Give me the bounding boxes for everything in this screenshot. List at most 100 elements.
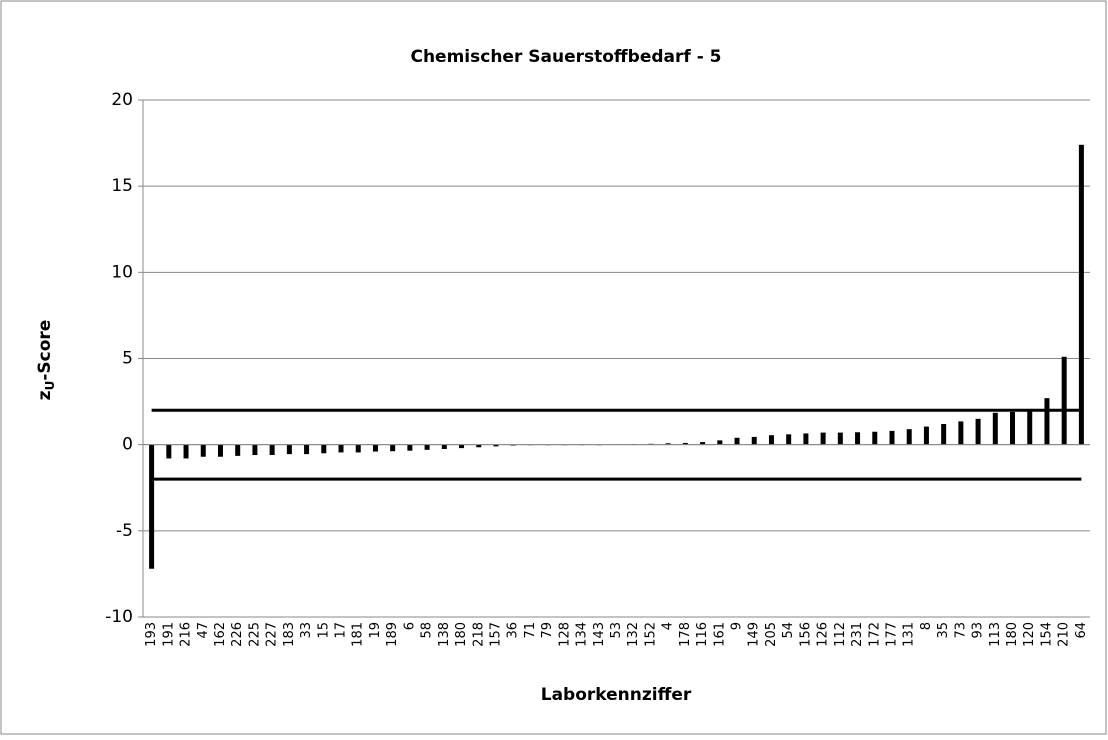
bar (975, 418, 981, 445)
x-tick-label: 35 (936, 622, 951, 639)
bar (717, 440, 723, 445)
x-tick-label: 132 (626, 622, 641, 647)
x-tick-label: 73 (953, 622, 968, 639)
bar (1027, 411, 1033, 445)
bar (252, 444, 258, 456)
bar (1044, 398, 1050, 445)
x-tick-label: 226 (230, 622, 245, 647)
x-tick-label: 156 (798, 622, 813, 647)
x-tick-label: 47 (196, 622, 211, 639)
x-tick-label: 79 (540, 622, 555, 639)
x-tick-label: 36 (506, 622, 521, 639)
x-tick-label: 33 (299, 622, 314, 639)
x-tick-label: 231 (850, 622, 865, 647)
x-tick-label: 126 (816, 622, 831, 647)
bar (390, 444, 396, 452)
x-tick-label: 162 (213, 622, 228, 647)
bar (768, 435, 774, 445)
bar (372, 444, 378, 452)
bar (820, 432, 826, 445)
bar (837, 432, 843, 445)
x-tick-label: 64 (1074, 622, 1089, 639)
y-tick-label: 0 (122, 435, 133, 455)
y-axis-label: zU-Score (35, 320, 57, 401)
x-tick-label: 189 (385, 622, 400, 647)
x-tick-label: 218 (471, 622, 486, 647)
bar (200, 444, 206, 457)
y-tick-label: -10 (105, 607, 133, 627)
x-tick-label: 134 (575, 622, 590, 647)
x-tick-label: 9 (730, 622, 745, 630)
x-tick-label: 19 (368, 622, 383, 639)
x-tick-label: 178 (678, 622, 693, 647)
x-tick-label: 93 (971, 622, 986, 639)
x-tick-label: 58 (420, 622, 435, 639)
y-label-rest: -Score (35, 320, 55, 381)
x-tick-label: 138 (437, 622, 452, 647)
y-tick-label: 5 (122, 349, 133, 369)
x-tick-label: 6 (402, 622, 417, 630)
bar (235, 444, 241, 456)
y-label-main: z (35, 390, 55, 400)
bar (459, 444, 465, 449)
bar (923, 426, 929, 445)
bar (751, 436, 757, 445)
bar (321, 444, 327, 454)
y-tick-label: 10 (111, 262, 133, 282)
x-tick-label: 154 (1039, 622, 1054, 647)
x-tick-label: 216 (179, 622, 194, 647)
x-tick-label: 113 (988, 622, 1003, 647)
bar (424, 444, 430, 450)
bar (665, 443, 671, 445)
chart-title: Chemischer Sauerstoffbedarf - 5 (410, 47, 721, 67)
bar (906, 429, 912, 445)
bar (286, 444, 292, 455)
x-tick-label: 161 (712, 622, 727, 647)
x-tick-label: 15 (316, 622, 331, 639)
bar (304, 444, 310, 455)
bar (786, 434, 792, 445)
x-tick-label: 225 (247, 622, 262, 647)
bar (1010, 411, 1016, 445)
bar (734, 437, 740, 445)
y-tick-label: 20 (111, 90, 133, 110)
x-tick-label: 183 (282, 622, 297, 647)
x-tick-label: 180 (1005, 622, 1020, 647)
x-tick-label: 143 (592, 622, 607, 647)
bar (441, 444, 447, 449)
x-tick-label: 180 (454, 622, 469, 647)
bar (476, 444, 482, 448)
bar (166, 444, 172, 459)
bar (1078, 144, 1084, 445)
bar (889, 430, 895, 445)
bar (941, 423, 947, 445)
x-tick-label: 152 (643, 622, 658, 647)
bar (149, 444, 155, 569)
bar (407, 444, 413, 451)
bar (183, 444, 189, 459)
x-tick-label: 149 (747, 622, 762, 647)
y-tick-label: 15 (111, 176, 133, 196)
bar (269, 444, 275, 456)
x-tick-label: 181 (351, 622, 366, 647)
x-tick-label: 227 (265, 622, 280, 647)
x-axis-label: Laborkennziffer (541, 685, 692, 705)
bar (803, 433, 809, 445)
y-tick-label: -5 (116, 521, 133, 541)
x-tick-label: 205 (764, 622, 779, 647)
bar (992, 412, 998, 445)
x-tick-label: 112 (833, 622, 848, 647)
x-tick-label: 71 (523, 622, 538, 639)
x-tick-label: 54 (781, 622, 796, 639)
x-tick-label: 53 (609, 622, 624, 639)
bar (855, 432, 861, 445)
x-tick-label: 210 (1057, 622, 1072, 647)
x-tick-label: 177 (884, 622, 899, 647)
bar (338, 444, 344, 453)
x-tick-label: 191 (161, 622, 176, 647)
bar (217, 444, 223, 457)
bar (1061, 356, 1067, 445)
bar (493, 444, 499, 447)
bar (958, 421, 964, 445)
